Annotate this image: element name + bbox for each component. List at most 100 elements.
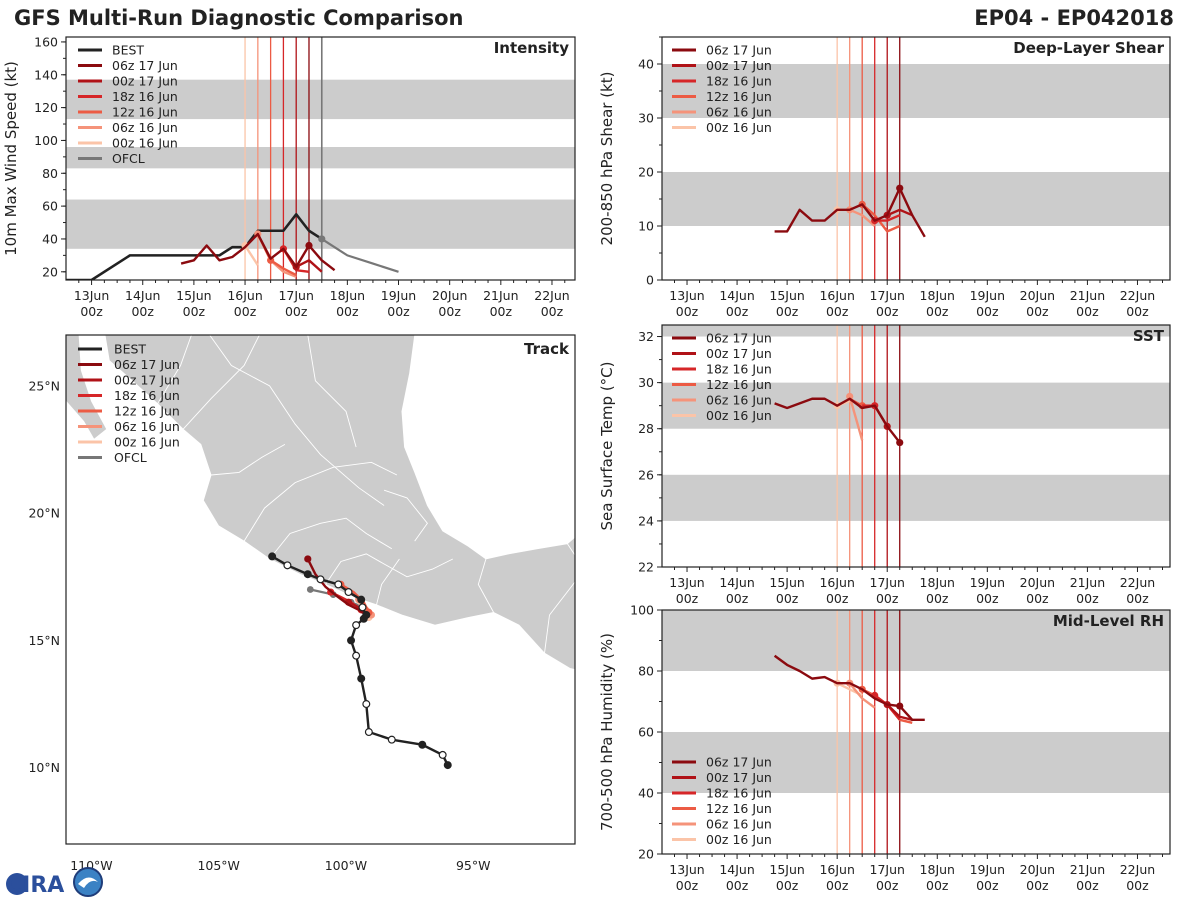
figure-title: GFS Multi-Run Diagnostic Comparison xyxy=(14,6,463,30)
rh-xtick-sublabel: 00z xyxy=(676,878,699,893)
shear-series-12z-16-jun xyxy=(861,203,901,233)
track-ytick-label: 10°N xyxy=(28,760,60,775)
shear-xtick-sublabel: 00z xyxy=(1076,304,1099,319)
logo-text: CIRA xyxy=(6,873,64,898)
intensity-series-ofcl xyxy=(321,238,399,273)
shear-xtick-label: 17Jun xyxy=(870,288,905,303)
shear-panel: 01020304013Jun00z14Jun00z15Jun00z16Jun00… xyxy=(598,36,1171,319)
shear-ytick-label: 10 xyxy=(638,219,654,234)
state-border xyxy=(544,543,575,654)
shear-xtick-sublabel: 00z xyxy=(726,304,749,319)
shear-xtick-label: 19Jun xyxy=(970,288,1005,303)
rh-xtick-sublabel: 00z xyxy=(926,878,949,893)
rh-xtick-sublabel: 00z xyxy=(726,878,749,893)
track-best-point xyxy=(438,750,447,759)
sst-ytick-label: 32 xyxy=(638,329,654,344)
rh-xtick-label: 22Jun xyxy=(1120,862,1155,877)
sst-series-06z-16-jun xyxy=(848,396,864,441)
track-best-point xyxy=(303,570,312,579)
rh-series-00z-17-jun xyxy=(886,703,913,721)
sst-legend-label: 06z 16 Jun xyxy=(706,393,772,408)
rh-xtick-label: 15Jun xyxy=(769,862,804,877)
intensity-xtick-label: 16Jun xyxy=(227,288,262,303)
state-border xyxy=(243,461,398,542)
cira-logo: CIRA xyxy=(6,867,103,898)
shear-xtick-label: 22Jun xyxy=(1120,288,1155,303)
intensity-xtick-label: 21Jun xyxy=(483,288,518,303)
sst-title: SST xyxy=(1133,327,1165,345)
sst-band xyxy=(662,382,1170,429)
intensity-point xyxy=(305,241,313,250)
shear-xtick-sublabel: 00z xyxy=(676,304,699,319)
rh-xtick-sublabel: 00z xyxy=(776,878,799,893)
state-border xyxy=(211,444,286,476)
rh-xtick-sublabel: 00z xyxy=(1126,878,1149,893)
intensity-xtick-sublabel: 00z xyxy=(234,304,257,319)
intensity-series-best xyxy=(66,213,323,280)
rh-legend-label: 12z 16 Jun xyxy=(706,801,772,816)
intensity-xtick-label: 18Jun xyxy=(330,288,365,303)
sst-xtick-sublabel: 00z xyxy=(676,591,699,606)
shear-legend-label: 18z 16 Jun xyxy=(706,74,772,89)
sst-ytick-label: 22 xyxy=(638,560,654,575)
state-border xyxy=(477,558,494,613)
state-border xyxy=(182,335,260,430)
intensity-xtick-sublabel: 00z xyxy=(285,304,308,319)
logo-swirl-mark xyxy=(78,877,98,888)
shear-series-00z-17-jun xyxy=(886,208,913,217)
shear-xtick-label: 14Jun xyxy=(719,288,754,303)
shear-xtick-label: 18Jun xyxy=(920,288,955,303)
rh-point xyxy=(896,702,904,710)
intensity-xtick-label: 19Jun xyxy=(381,288,416,303)
rh-title: Mid-Level RH xyxy=(1053,612,1164,630)
track-map-area xyxy=(66,335,639,844)
rh-xtick-sublabel: 00z xyxy=(876,878,899,893)
shear-point xyxy=(896,184,904,192)
shear-xtick-sublabel: 00z xyxy=(876,304,899,319)
track-legend-label: 18z 16 Jun xyxy=(114,388,180,403)
sst-xtick-label: 13Jun xyxy=(669,575,704,590)
sst-legend-label: 00z 16 Jun xyxy=(706,408,772,423)
rh-xtick-label: 14Jun xyxy=(719,862,754,877)
intensity-band xyxy=(66,147,575,169)
sst-xtick-label: 21Jun xyxy=(1070,575,1105,590)
track-best-point xyxy=(364,728,373,737)
state-border xyxy=(616,661,639,674)
rh-legend-label: 06z 17 Jun xyxy=(706,755,772,770)
intensity-ofcl-point xyxy=(318,235,326,243)
intensity-legend-label: 00z 17 Jun xyxy=(112,74,178,89)
track-best-point xyxy=(352,651,361,660)
shear-ytick-label: 0 xyxy=(646,273,654,288)
intensity-xtick-label: 22Jun xyxy=(534,288,569,303)
shear-xtick-sublabel: 00z xyxy=(976,304,999,319)
track-xtick-label: 105°W xyxy=(197,858,239,873)
intensity-xtick-label: 14Jun xyxy=(125,288,160,303)
sst-xtick-label: 19Jun xyxy=(970,575,1005,590)
sst-ytick-label: 26 xyxy=(638,467,654,482)
intensity-plot-area xyxy=(66,213,399,280)
state-border xyxy=(325,553,454,585)
intensity-xtick-sublabel: 00z xyxy=(336,304,359,319)
intensity-legend-label: 00z 16 Jun xyxy=(112,136,178,151)
shear-xtick-label: 13Jun xyxy=(669,288,704,303)
shear-ytick-label: 30 xyxy=(638,111,654,126)
shear-xtick-sublabel: 00z xyxy=(1126,304,1149,319)
intensity-ytick-label: 80 xyxy=(42,166,58,181)
shear-legend-label: 06z 16 Jun xyxy=(706,105,772,120)
track-best-point xyxy=(347,636,356,645)
sst-panel: 22242628303213Jun00z14Jun00z15Jun00z16Ju… xyxy=(598,324,1171,606)
sst-band xyxy=(662,325,1170,337)
state-border xyxy=(376,558,400,605)
track-best-point xyxy=(357,595,366,604)
rh-ylabel: 700-500 hPa Humidity (%) xyxy=(598,633,616,831)
shear-legend-label: 00z 16 Jun xyxy=(706,120,772,135)
shear-xtick-label: 15Jun xyxy=(769,288,804,303)
rh-panel: 2040608010013Jun00z14Jun00z15Jun00z16Jun… xyxy=(598,603,1171,893)
sst-ytick-label: 30 xyxy=(638,375,654,390)
track-xtick-label: 100°W xyxy=(325,858,367,873)
intensity-xtick-sublabel: 00z xyxy=(438,304,461,319)
track-legend-label: 12z 16 Jun xyxy=(114,404,180,419)
shear-legend-label: 00z 17 Jun xyxy=(706,58,772,73)
rh-band xyxy=(662,732,1170,793)
intensity-ytick-label: 140 xyxy=(34,67,58,82)
